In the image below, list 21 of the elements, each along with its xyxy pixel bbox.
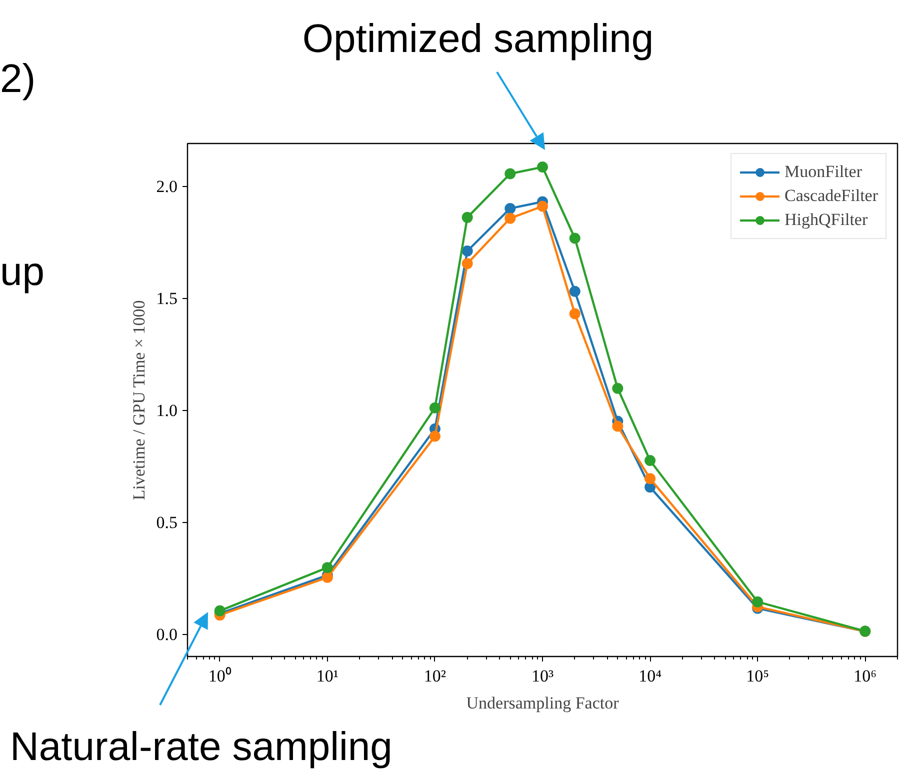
annotation: up xyxy=(0,250,44,294)
y-tick-label: 0.5 xyxy=(156,513,178,532)
annotation: Natural-rate sampling xyxy=(10,725,392,769)
x-axis-title: Undersampling Factor xyxy=(466,694,620,712)
y-axis-title: Livetime / GPU Time × 1000 xyxy=(129,300,148,500)
legend-label: MuonFilter xyxy=(784,162,862,182)
x-tick-label: 10² xyxy=(424,666,446,686)
x-tick-label: 10⁵ xyxy=(746,666,770,686)
legend-label: HighQFilter xyxy=(784,210,868,230)
legend-label: CascadeFilter xyxy=(784,186,878,206)
y-tick-label: 2.0 xyxy=(156,177,178,196)
annotation: 2) xyxy=(0,57,36,101)
y-tick-label: 1.5 xyxy=(156,289,178,308)
x-tick-label: 10¹ xyxy=(316,666,338,686)
annotation: Optimized sampling xyxy=(302,17,654,61)
x-tick-label: 10⁶ xyxy=(854,666,877,686)
x-tick-label: 10⁴ xyxy=(638,666,662,686)
x-tick-label: 10³ xyxy=(531,666,554,686)
x-tick-label: 10⁰ xyxy=(208,666,232,686)
y-tick-label: 0.0 xyxy=(156,625,178,644)
y-tick-label: 1.0 xyxy=(156,401,178,420)
